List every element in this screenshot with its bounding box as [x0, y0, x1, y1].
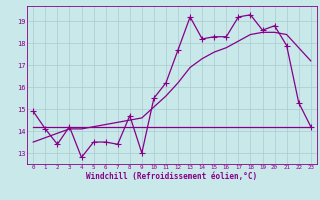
X-axis label: Windchill (Refroidissement éolien,°C): Windchill (Refroidissement éolien,°C) — [86, 172, 258, 181]
